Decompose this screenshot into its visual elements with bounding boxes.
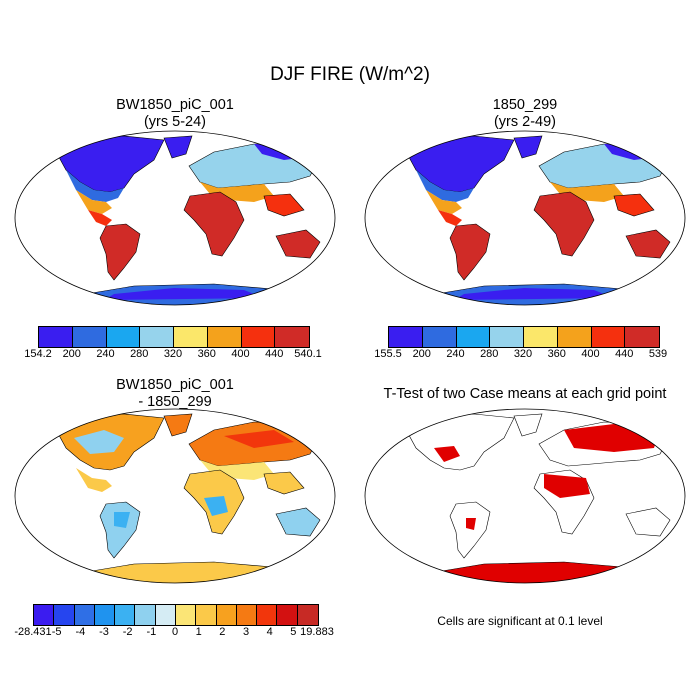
colorbar-swatch [34, 605, 55, 625]
colorbar-swatch [207, 327, 242, 347]
map-panel-3 [14, 408, 336, 584]
colorbar-swatch [54, 605, 75, 625]
colorbar-tick-label: 240 [96, 348, 115, 360]
colorbar-tick-label: 0 [171, 626, 179, 638]
colorbar-tick-label: 540.1 [294, 348, 322, 360]
colorbar-swatch [591, 327, 626, 347]
colorbar-1 [38, 326, 310, 348]
panel-1-title-line2: (yrs 5-24) [143, 114, 207, 130]
colorbar-swatch [557, 327, 592, 347]
colorbar-tick-label: 440 [265, 348, 284, 360]
colorbar-tick-label: 5 [290, 626, 297, 638]
colorbar-tick-label: 400 [231, 348, 250, 360]
ttest-note: Cells are significant at 0.1 level [437, 614, 603, 628]
colorbar-tick-label: 440 [615, 348, 634, 360]
colorbar-swatch [155, 605, 176, 625]
colorbar-tick-label: -1 [146, 626, 157, 638]
colorbar-swatch [236, 605, 258, 625]
colorbar-tick-label: -5 [51, 626, 62, 638]
colorbar-swatch [175, 605, 197, 625]
colorbar-tick-label: 1 [195, 626, 202, 638]
map-panel-1 [14, 130, 336, 306]
colorbar-3 [33, 604, 319, 626]
colorbar-tick-label: 539 [648, 348, 668, 360]
colorbar-tick-label: 155.5 [374, 348, 402, 360]
colorbar-swatch [275, 327, 309, 347]
colorbar-tick-label: 360 [547, 348, 566, 360]
colorbar-tick-label: -2 [122, 626, 133, 638]
colorbar-swatch [297, 605, 318, 625]
colorbar-swatch [196, 605, 217, 625]
colorbar-swatch [456, 327, 491, 347]
panel-3-title: BW1850_piC_001 - 1850_299 [65, 377, 285, 411]
colorbar-tick-label: -4 [75, 626, 86, 638]
panel-3-title-line1: BW1850_piC_001 [116, 377, 234, 393]
colorbar-tick-label: 240 [446, 348, 465, 360]
colorbar-tick-label: 400 [581, 348, 600, 360]
panel-2-title-line2: (yrs 2-49) [493, 114, 557, 130]
panel-4-title: T-Test of two Case means at each grid po… [350, 386, 700, 403]
colorbar-swatch [140, 327, 174, 347]
colorbar-swatch [39, 327, 73, 347]
colorbar-tick-label: 4 [266, 626, 273, 638]
colorbar-swatch [524, 327, 558, 347]
colorbar-tick-label: 3 [242, 626, 250, 638]
colorbar-tick-label: 320 [513, 348, 533, 360]
colorbar-tick-label: -28.431 [14, 626, 52, 638]
colorbar-1-ticks: 154.2 200 240 280 320 360 400 440 540.1 [24, 348, 322, 364]
map-panel-4 [364, 408, 686, 584]
map-panel-2 [364, 130, 686, 306]
figure-title: DJF FIRE (W/m^2) [270, 64, 430, 85]
colorbar-swatch [174, 327, 208, 347]
colorbar-swatch [389, 327, 423, 347]
colorbar-tick-label: 280 [480, 348, 499, 360]
colorbar-swatch [72, 327, 107, 347]
colorbar-tick-label: 19.883 [300, 626, 334, 638]
panel-4-title-line1: T-Test of two Case means at each grid po… [383, 386, 667, 402]
colorbar-swatch [257, 605, 278, 625]
colorbar-swatch [216, 605, 237, 625]
colorbar-swatch [490, 327, 524, 347]
colorbar-tick-label: 320 [163, 348, 183, 360]
panel-1-title-line1: BW1850_piC_001 [116, 97, 234, 113]
colorbar-2 [388, 326, 660, 348]
colorbar-2-ticks: 155.5 200 240 280 320 360 400 440 539 [374, 348, 667, 364]
colorbar-swatch [74, 605, 95, 625]
colorbar-swatch [241, 327, 276, 347]
colorbar-swatch [135, 605, 156, 625]
colorbar-tick-label: 154.2 [24, 348, 52, 360]
colorbar-swatch [277, 605, 298, 625]
colorbar-3-ticks: -28.431 -5 -4 -3 -2 -1 0 1 2 3 4 5 19.883 [14, 626, 333, 642]
colorbar-tick-label: 2 [219, 626, 226, 638]
panel-3-title-line2: - 1850_299 [138, 394, 212, 410]
colorbar-tick-label: 200 [62, 348, 81, 360]
panel-2-title: 1850_299 (yrs 2-49) [415, 97, 635, 131]
colorbar-swatch [115, 605, 136, 625]
panel-2-title-line1: 1850_299 [492, 97, 558, 113]
colorbar-tick-label: 360 [197, 348, 216, 360]
colorbar-tick-label: 280 [130, 348, 149, 360]
colorbar-tick-label: -3 [99, 626, 109, 638]
colorbar-swatch [94, 605, 116, 625]
colorbar-swatch [625, 327, 659, 347]
colorbar-tick-label: 200 [412, 348, 431, 360]
colorbar-swatch [422, 327, 457, 347]
panel-1-title: BW1850_piC_001 (yrs 5-24) [65, 97, 285, 131]
colorbar-swatch [106, 327, 141, 347]
